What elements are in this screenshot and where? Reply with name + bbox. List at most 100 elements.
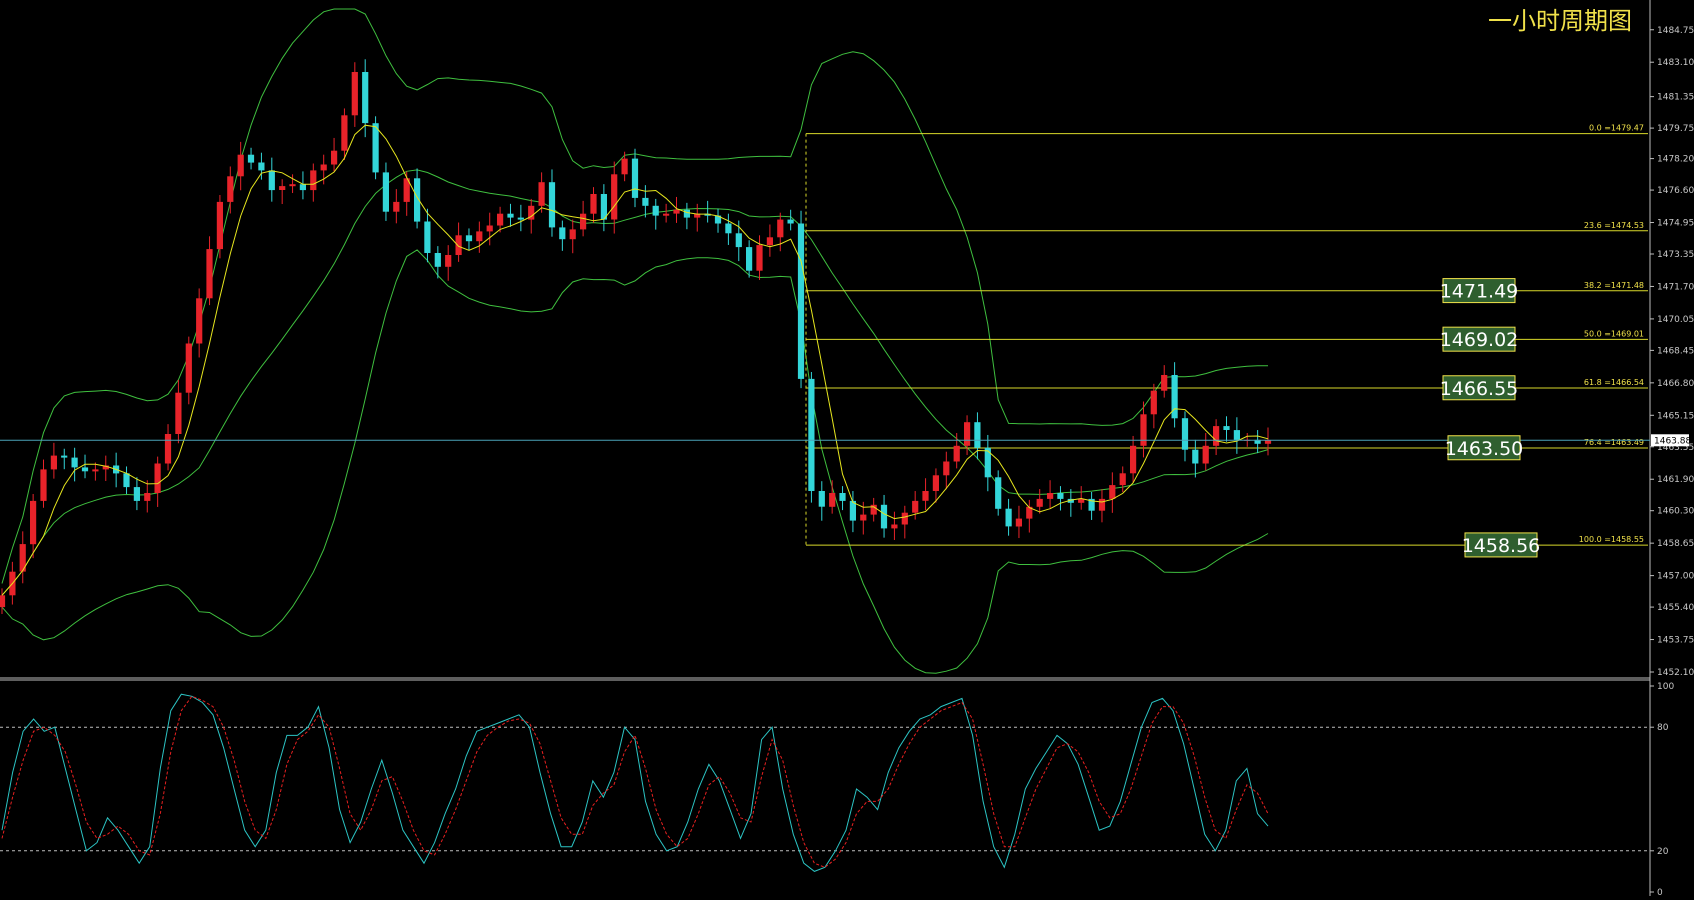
candle-body bbox=[642, 197, 649, 206]
candle-body bbox=[548, 182, 556, 228]
key-level-box bbox=[1442, 326, 1516, 352]
candle-body bbox=[0, 595, 6, 608]
candle-body bbox=[133, 487, 140, 501]
price-tick-label: 1479.75 bbox=[1657, 124, 1694, 134]
candle-body bbox=[870, 504, 877, 515]
candle-body bbox=[849, 500, 856, 521]
price-tick-label: 1484.75 bbox=[1657, 26, 1694, 36]
current-price-text: 1463.88 bbox=[1654, 436, 1691, 446]
price-tick-label: 1470.05 bbox=[1657, 315, 1694, 325]
stoch-d-line bbox=[1, 695, 1269, 868]
candle-body bbox=[818, 491, 825, 507]
candle-body bbox=[1181, 418, 1189, 450]
candle-body bbox=[351, 72, 358, 116]
candle-body bbox=[50, 455, 57, 470]
key-level-label: 1463.50 bbox=[1445, 438, 1524, 460]
price-tick-label: 1452.10 bbox=[1657, 668, 1694, 678]
candle-body bbox=[30, 500, 37, 545]
candle-body bbox=[1140, 414, 1147, 446]
candle-body bbox=[455, 235, 462, 255]
key-level-box bbox=[1447, 435, 1521, 461]
candle-body bbox=[891, 524, 898, 529]
candle-body bbox=[445, 255, 452, 267]
key-level-box bbox=[1464, 532, 1538, 558]
fib-level-label: 100.0 =1458.55 bbox=[1579, 535, 1644, 544]
ma-line bbox=[1, 124, 1269, 596]
candle-body bbox=[1192, 449, 1199, 464]
candle-body bbox=[497, 213, 504, 226]
candle-body bbox=[320, 164, 327, 171]
candle-body bbox=[964, 422, 971, 446]
candle-body bbox=[144, 493, 151, 501]
candle-body bbox=[123, 473, 130, 488]
stoch-tick-label: 0 bbox=[1657, 888, 1663, 896]
price-tick-label: 1453.75 bbox=[1657, 636, 1694, 646]
candle-body bbox=[1109, 485, 1116, 499]
candle-body bbox=[839, 493, 846, 501]
candle-body bbox=[175, 392, 182, 434]
candle-body bbox=[247, 154, 255, 163]
candle-body bbox=[258, 162, 265, 171]
candle-body bbox=[569, 229, 576, 240]
candle-body bbox=[766, 237, 773, 246]
stochastic-panel: 100 80 20 0 bbox=[0, 682, 1674, 898]
candle-body bbox=[694, 213, 701, 218]
fib-level-label: 61.8 =1466.54 bbox=[1584, 378, 1644, 387]
candle-body bbox=[81, 467, 89, 472]
candle-body bbox=[725, 223, 732, 234]
key-level-box bbox=[1442, 375, 1516, 401]
candle-body bbox=[1233, 430, 1240, 440]
candle-body bbox=[1223, 426, 1230, 430]
price-tick-label: 1473.35 bbox=[1657, 250, 1694, 260]
candle-body bbox=[1015, 518, 1022, 527]
candle-body bbox=[476, 231, 483, 242]
key-level-label: 1458.56 bbox=[1462, 535, 1541, 557]
candle-body bbox=[1213, 426, 1220, 446]
candle-body bbox=[227, 176, 234, 202]
candle-body bbox=[216, 201, 223, 250]
candle-body bbox=[102, 465, 109, 470]
candle-body bbox=[382, 172, 389, 212]
key-level-labels: 1471.49 1469.02 1466.55 1463.50 1458.56 bbox=[1440, 278, 1541, 558]
candle-body bbox=[735, 233, 742, 248]
candle-body bbox=[507, 213, 514, 218]
lower-band bbox=[1, 249, 1269, 674]
candles bbox=[0, 59, 1272, 614]
candle-body bbox=[331, 150, 338, 165]
price-tick-label: 1474.95 bbox=[1657, 219, 1694, 229]
price-tick-label: 1466.80 bbox=[1657, 379, 1694, 389]
candle-body bbox=[414, 178, 421, 222]
candle-body bbox=[631, 158, 639, 198]
candle-body bbox=[1202, 445, 1209, 464]
candle-body bbox=[424, 221, 431, 253]
candle-body bbox=[19, 544, 26, 572]
candle-body bbox=[756, 245, 763, 271]
candle-body bbox=[953, 445, 960, 462]
price-tick-label: 1476.60 bbox=[1657, 186, 1694, 196]
chart-title: 一小时周期图 bbox=[1488, 7, 1632, 35]
candle-body bbox=[268, 170, 275, 191]
candle-body bbox=[517, 217, 524, 220]
candle-body bbox=[860, 514, 867, 521]
candle-body bbox=[1264, 440, 1272, 444]
moving-average bbox=[1, 124, 1269, 596]
fib-level-label: 76.4 =1463.49 bbox=[1584, 438, 1644, 447]
candle-body bbox=[829, 493, 836, 507]
fib-level-label: 38.2 =1471.48 bbox=[1584, 281, 1644, 290]
candle-body bbox=[279, 186, 286, 190]
price-tick-label: 1455.40 bbox=[1657, 603, 1694, 613]
candle-body bbox=[237, 154, 244, 177]
candle-body bbox=[310, 170, 317, 191]
candle-body bbox=[984, 447, 991, 478]
candle-body bbox=[652, 205, 659, 216]
candle-body bbox=[71, 457, 78, 468]
candle-body bbox=[486, 225, 493, 232]
candle-body bbox=[372, 123, 379, 173]
current-price-tag bbox=[1651, 434, 1689, 447]
candle-body bbox=[673, 209, 680, 214]
candle-body bbox=[528, 205, 535, 220]
candle-body bbox=[1254, 439, 1261, 444]
price-tick-label: 1468.45 bbox=[1657, 346, 1694, 356]
candle-body bbox=[1150, 390, 1157, 415]
